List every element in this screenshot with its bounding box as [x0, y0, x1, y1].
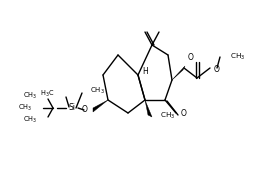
Text: Si: Si: [68, 103, 76, 113]
Text: H: H: [142, 67, 148, 77]
Text: O: O: [181, 108, 187, 117]
Text: CH$_3$: CH$_3$: [160, 111, 175, 121]
Text: CH$_3$: CH$_3$: [230, 52, 245, 62]
Text: H$_3$C: H$_3$C: [40, 89, 54, 99]
Text: O: O: [82, 105, 88, 115]
Text: O: O: [214, 65, 220, 74]
Text: CH$_3$: CH$_3$: [23, 115, 37, 125]
Text: O: O: [188, 53, 194, 62]
Text: CH$_3$: CH$_3$: [18, 103, 32, 113]
Polygon shape: [93, 100, 108, 112]
Text: CH$_3$: CH$_3$: [23, 91, 37, 101]
Polygon shape: [172, 66, 185, 80]
Polygon shape: [145, 100, 152, 117]
Text: CH$_3$: CH$_3$: [90, 86, 105, 96]
